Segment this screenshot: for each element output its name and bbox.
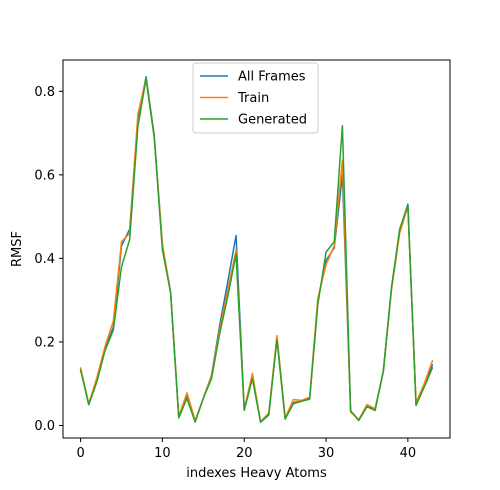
plot-lines: [79, 75, 434, 423]
y-tick-label: 0.8: [34, 85, 55, 100]
legend-label: Generated: [238, 113, 307, 128]
x-tick-label: 0: [76, 446, 84, 461]
x-tick-label: 40: [400, 446, 417, 461]
x-axis-label: indexes Heavy Atoms: [186, 466, 327, 481]
x-tick-label: 20: [236, 446, 253, 461]
x-axis-ticks: 0 10 20 30 40: [76, 438, 416, 461]
y-tick-label: 0.6: [34, 168, 55, 183]
legend-label: Train: [237, 91, 269, 106]
y-axis-label: RMSF: [10, 231, 25, 267]
x-tick-label: 30: [318, 446, 335, 461]
y-tick-label: 0.4: [34, 252, 55, 267]
y-tick-label: 0.0: [34, 419, 55, 434]
series-line-generated: [79, 78, 434, 423]
legend: All Frames Train Generated: [192, 62, 319, 134]
y-axis-ticks: 0.0 0.2 0.4 0.6 0.8: [34, 85, 63, 434]
plot-frame: [62, 59, 451, 439]
y-tick-label: 0.2: [34, 335, 55, 350]
x-tick-label: 10: [154, 446, 171, 461]
legend-label: All Frames: [238, 70, 306, 85]
legend-box: [192, 62, 319, 134]
